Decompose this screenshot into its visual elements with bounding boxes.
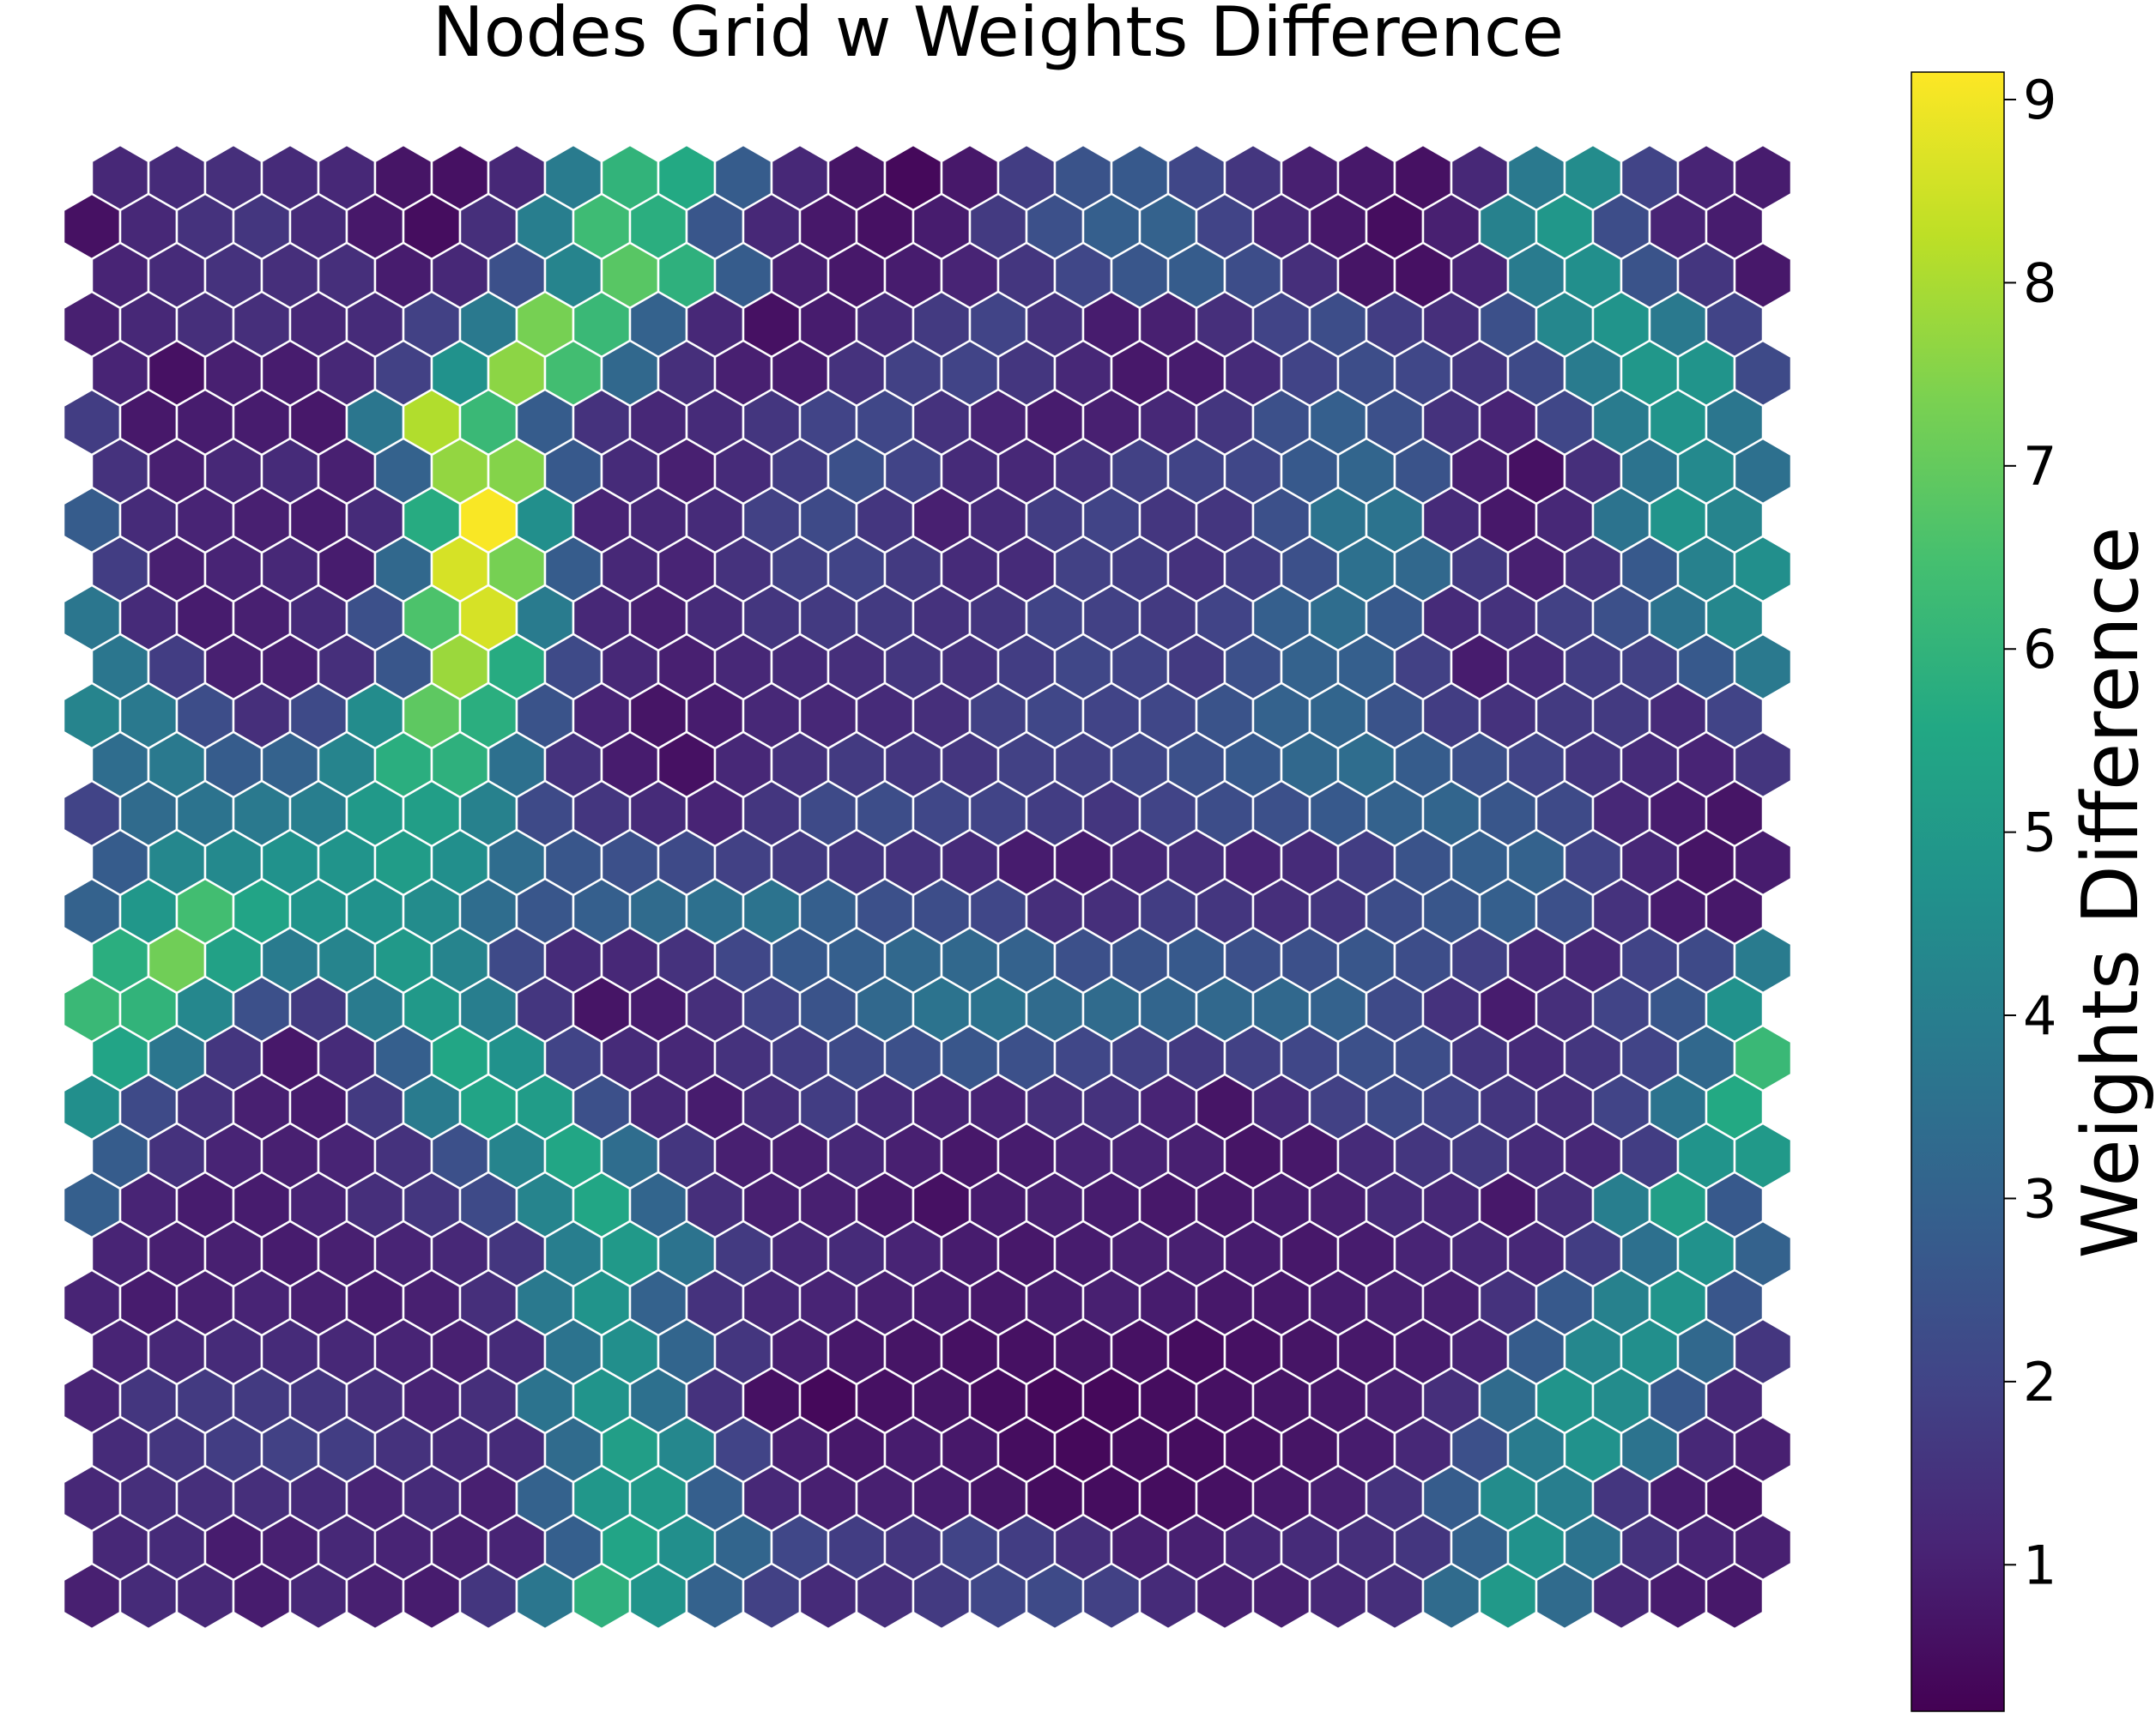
colorbar-tick-label: 3 [2023, 1167, 2056, 1230]
colorbar-tick-label: 8 [2023, 251, 2056, 314]
colorbar: 1 2 3 4 5 6 7 8 9 Weights Difference [1911, 69, 2156, 1712]
colorbar-tick-label: 6 [2023, 618, 2056, 681]
colorbar-tick-label: 1 [2023, 1534, 2056, 1596]
hex-cell [1705, 1562, 1765, 1631]
colorbar-label: Weights Difference [2066, 526, 2156, 1258]
colorbar-tick-label: 9 [2023, 69, 2056, 131]
colorbar-tick-label: 2 [2023, 1351, 2056, 1413]
colorbar-tick-label: 5 [2023, 802, 2056, 864]
colorbar-tick-label: 4 [2023, 984, 2056, 1047]
hex-grid [62, 143, 1793, 1631]
chart-title: Nodes Grid w Weights Difference [433, 0, 1564, 72]
colorbar-tick-label: 7 [2023, 435, 2056, 498]
colorbar-gradient [1911, 71, 2005, 1712]
colorbar-ticks: 1 2 3 4 5 6 7 8 9 [2004, 69, 2056, 1596]
